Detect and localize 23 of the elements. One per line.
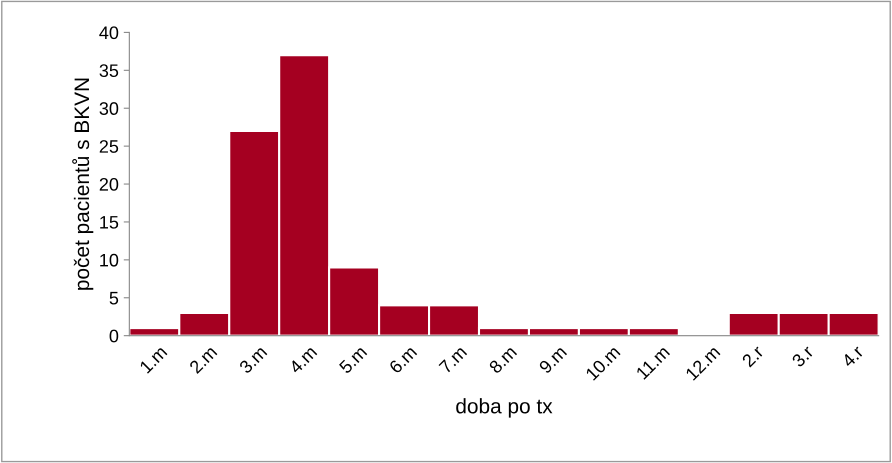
x-tick-label: 8.m: [488, 345, 518, 374]
y-tick-label: 25: [100, 140, 118, 153]
y-tick-label: 10: [100, 254, 118, 267]
y-tick-label: 35: [100, 64, 118, 78]
y-tick-label: 20: [100, 178, 118, 191]
y-tick-label: 5: [110, 292, 118, 304]
y-tick-label: 40: [99, 26, 118, 40]
x-tick-label: 2.r: [741, 344, 764, 368]
x-tick-label: 5.m: [338, 345, 368, 374]
x-axis-title: doba po tx: [456, 398, 552, 418]
x-tick-label: 6.m: [388, 345, 418, 374]
x-tick-label: 7.m: [438, 345, 468, 374]
y-tick-label: 30: [100, 102, 118, 115]
x-tick-label: 1.m: [139, 345, 168, 374]
y-axis-title: počet pacientů s BKVN: [72, 78, 94, 290]
x-tick-label: 4.r: [841, 344, 864, 368]
x-tick-label: 2.m: [188, 345, 218, 374]
x-tick-label: 4.m: [288, 345, 318, 374]
x-tick-label: 9.m: [538, 345, 568, 374]
y-tick-label: 0: [110, 330, 118, 342]
x-tick-label: 3.r: [791, 344, 814, 368]
x-tick-label: 3.m: [238, 345, 268, 374]
y-tick-label: 15: [100, 216, 118, 229]
